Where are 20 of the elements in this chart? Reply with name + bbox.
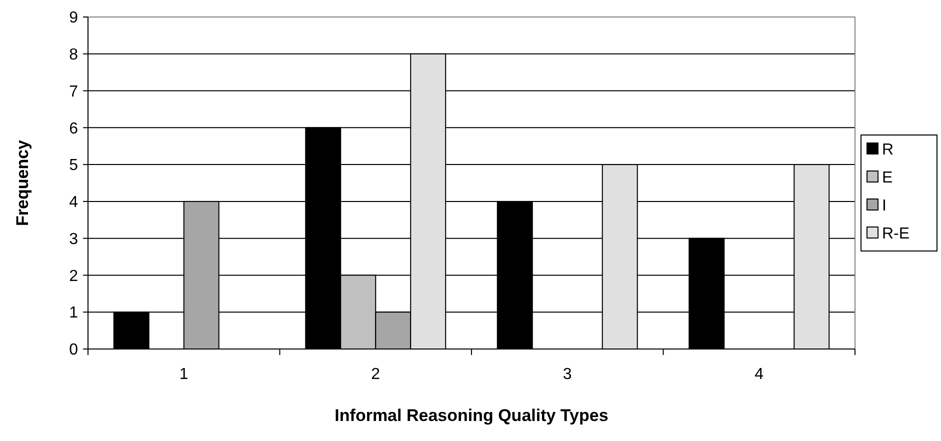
y-tick-label: 5 [69,157,78,174]
y-tick-label: 8 [69,46,78,64]
legend-label: R-E [882,226,910,243]
legend-label: E [882,170,893,187]
y-tick-label: 1 [69,304,78,322]
x-tick-label: 1 [179,366,188,383]
y-tick-label: 0 [69,342,78,359]
y-tick-label: 2 [69,268,78,285]
y-axis-title: Frequency [13,139,32,226]
x-tick-label: 4 [754,366,764,383]
y-tick-label: 4 [69,194,78,212]
x-tick-label: 3 [562,366,572,383]
y-tick-label: 7 [69,83,78,100]
y-tick-label: 3 [69,230,78,248]
legend-label: R [882,142,894,159]
y-tick-label: 9 [69,10,78,27]
legend-label: I [882,198,886,215]
x-axis-title: Informal Reasoning Quality Types [334,406,608,425]
y-tick-label: 6 [69,120,78,138]
x-tick-label: 2 [371,366,380,383]
